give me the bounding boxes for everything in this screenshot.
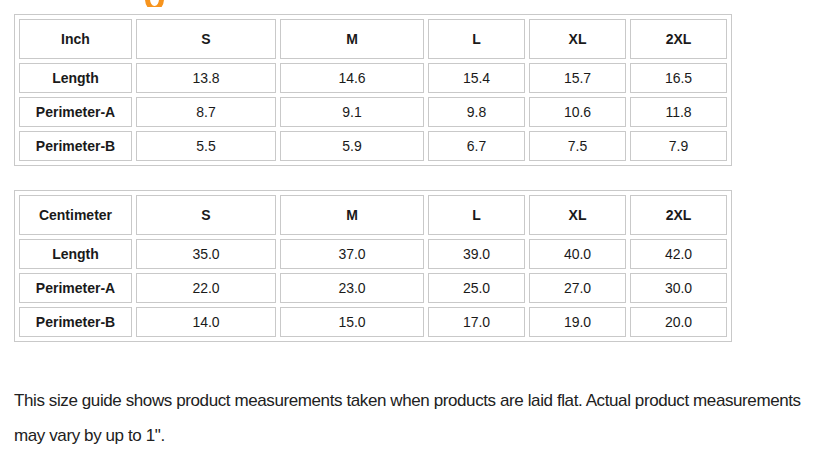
row-label: Length	[19, 63, 132, 93]
size-table-centimeter: Centimeter S M L XL 2XL Length 35.0 37.0…	[14, 190, 732, 342]
cell-value: 7.5	[529, 131, 626, 161]
size-table-inch: Inch S M L XL 2XL Length 13.8 14.6 15.4 …	[14, 14, 732, 166]
size-col-header: 2XL	[630, 19, 727, 59]
table-row: Perimeter-A 22.0 23.0 25.0 27.0 30.0	[19, 273, 727, 303]
row-label: Perimeter-B	[19, 307, 132, 337]
cell-value: 22.0	[136, 273, 276, 303]
cell-value: 9.8	[428, 97, 525, 127]
cell-value: 6.7	[428, 131, 525, 161]
clipped-heading-fragment	[145, 0, 164, 7]
table-row: Length 35.0 37.0 39.0 40.0 42.0	[19, 239, 727, 269]
cell-value: 14.0	[136, 307, 276, 337]
cell-value: 7.9	[630, 131, 727, 161]
row-label: Length	[19, 239, 132, 269]
size-col-header: XL	[529, 195, 626, 235]
cell-value: 16.5	[630, 63, 727, 93]
size-col-header: M	[280, 195, 424, 235]
cell-value: 30.0	[630, 273, 727, 303]
unit-header-cell: Inch	[19, 19, 132, 59]
row-label: Perimeter-A	[19, 273, 132, 303]
cell-value: 15.4	[428, 63, 525, 93]
cell-value: 8.7	[136, 97, 276, 127]
table-row: Perimeter-B 14.0 15.0 17.0 19.0 20.0	[19, 307, 727, 337]
table-row: Perimeter-B 5.5 5.9 6.7 7.5 7.9	[19, 131, 727, 161]
cell-value: 39.0	[428, 239, 525, 269]
size-col-header: S	[136, 195, 276, 235]
size-guide-note: This size guide shows product measuremen…	[14, 383, 820, 453]
row-label: Perimeter-A	[19, 97, 132, 127]
table-row: Length 13.8 14.6 15.4 15.7 16.5	[19, 63, 727, 93]
cell-value: 17.0	[428, 307, 525, 337]
cell-value: 23.0	[280, 273, 424, 303]
size-col-header: 2XL	[630, 195, 727, 235]
cell-value: 40.0	[529, 239, 626, 269]
size-col-header: M	[280, 19, 424, 59]
cell-value: 9.1	[280, 97, 424, 127]
unit-header-cell: Centimeter	[19, 195, 132, 235]
table-header-row: Centimeter S M L XL 2XL	[19, 195, 727, 235]
orange-glyph-bottom	[145, 0, 164, 7]
cell-value: 42.0	[630, 239, 727, 269]
cell-value: 15.0	[280, 307, 424, 337]
table-header-row: Inch S M L XL 2XL	[19, 19, 727, 59]
cell-value: 11.8	[630, 97, 727, 127]
cell-value: 20.0	[630, 307, 727, 337]
cell-value: 5.5	[136, 131, 276, 161]
cell-value: 15.7	[529, 63, 626, 93]
size-col-header: XL	[529, 19, 626, 59]
cell-value: 25.0	[428, 273, 525, 303]
cell-value: 35.0	[136, 239, 276, 269]
size-col-header: L	[428, 195, 525, 235]
cell-value: 13.8	[136, 63, 276, 93]
size-col-header: L	[428, 19, 525, 59]
cell-value: 10.6	[529, 97, 626, 127]
cell-value: 14.6	[280, 63, 424, 93]
size-col-header: S	[136, 19, 276, 59]
cell-value: 19.0	[529, 307, 626, 337]
size-guide-page: Inch S M L XL 2XL Length 13.8 14.6 15.4 …	[0, 0, 824, 453]
cell-value: 27.0	[529, 273, 626, 303]
table-row: Perimeter-A 8.7 9.1 9.8 10.6 11.8	[19, 97, 727, 127]
row-label: Perimeter-B	[19, 131, 132, 161]
cell-value: 5.9	[280, 131, 424, 161]
cell-value: 37.0	[280, 239, 424, 269]
